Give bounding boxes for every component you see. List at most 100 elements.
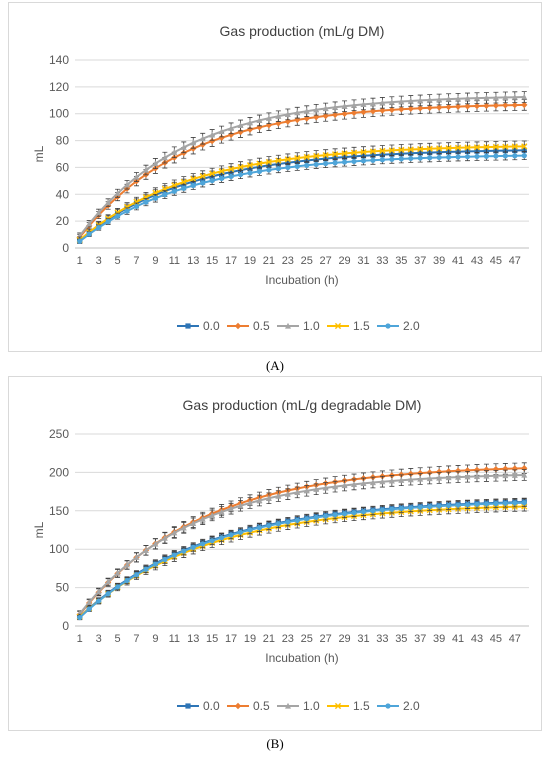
data-point xyxy=(152,195,158,201)
x-tick-label: 25 xyxy=(301,633,313,645)
data-point xyxy=(332,483,339,490)
data-point xyxy=(171,149,178,155)
data-point xyxy=(86,606,92,612)
legend-item: 1.0 xyxy=(277,699,320,713)
data-point xyxy=(502,500,508,506)
data-point xyxy=(95,209,102,216)
data-point xyxy=(398,156,404,162)
legend-marker xyxy=(185,703,191,709)
data-point xyxy=(351,481,358,488)
data-point xyxy=(511,472,518,478)
data-point xyxy=(473,102,481,110)
data-point xyxy=(237,163,244,171)
legend-marker xyxy=(185,323,191,329)
data-point xyxy=(190,139,197,146)
legend-label: 1.0 xyxy=(303,699,320,713)
data-point xyxy=(190,175,197,183)
x-tick-label: 35 xyxy=(395,255,407,267)
data-point xyxy=(218,508,225,515)
x-tick-label: 9 xyxy=(152,633,158,645)
data-point xyxy=(294,489,301,496)
data-point xyxy=(483,94,490,101)
data-point xyxy=(417,469,424,477)
data-point xyxy=(199,135,206,142)
data-point xyxy=(426,104,433,111)
data-point xyxy=(379,147,386,154)
data-point xyxy=(114,190,121,196)
series-line xyxy=(78,474,525,615)
data-point xyxy=(492,472,499,479)
data-point xyxy=(190,544,196,550)
x-tick-label: 47 xyxy=(509,255,521,267)
data-point xyxy=(227,131,235,138)
series-line xyxy=(79,501,525,619)
data-point xyxy=(388,147,395,154)
data-point xyxy=(446,503,452,509)
data-point xyxy=(464,154,471,160)
data-point xyxy=(408,155,414,162)
data-point xyxy=(256,124,263,131)
data-point xyxy=(209,170,216,177)
x-axis-label: Incubation (h) xyxy=(265,651,338,665)
data-point xyxy=(285,164,291,171)
legend-label: 1.5 xyxy=(353,319,370,333)
data-point xyxy=(492,102,500,109)
legend-marker xyxy=(334,322,342,330)
data-point xyxy=(360,108,367,116)
data-point xyxy=(180,144,187,150)
data-point xyxy=(275,157,282,164)
data-point xyxy=(237,502,244,509)
data-point xyxy=(493,501,499,507)
data-point xyxy=(445,474,452,481)
data-point xyxy=(445,103,452,111)
x-tick-label: 29 xyxy=(338,633,350,645)
y-tick-label: 150 xyxy=(49,504,69,518)
data-point xyxy=(341,511,348,517)
data-point xyxy=(398,505,404,512)
data-point xyxy=(142,547,149,553)
data-point xyxy=(143,566,149,572)
data-point xyxy=(341,159,348,165)
series-2.0 xyxy=(77,151,527,244)
y-axis-label: mL xyxy=(32,145,46,162)
data-point xyxy=(436,154,442,161)
data-point xyxy=(313,152,320,160)
data-point xyxy=(521,500,527,506)
x-tick-label: 27 xyxy=(320,255,332,267)
x-tick-label: 15 xyxy=(206,255,218,267)
legend-label: 0.5 xyxy=(253,319,270,333)
x-tick-label: 1 xyxy=(77,633,83,645)
data-point xyxy=(322,112,329,120)
x-tick-label: 35 xyxy=(395,633,407,645)
data-point xyxy=(502,102,509,109)
x-tick-label: 25 xyxy=(301,255,313,267)
x-tick-label: 5 xyxy=(115,633,121,645)
data-point xyxy=(473,473,480,479)
data-point xyxy=(266,167,272,173)
chart-a: Gas production (mL/g DM) 0 20 40 60 80 100 120 1… xyxy=(32,23,529,333)
data-point xyxy=(322,105,329,112)
data-point xyxy=(521,93,528,100)
data-point xyxy=(171,188,177,194)
data-point xyxy=(105,591,111,597)
data-point xyxy=(455,502,461,508)
data-point xyxy=(455,473,462,480)
x-tick-label: 39 xyxy=(433,255,445,267)
data-point xyxy=(417,155,423,161)
data-point xyxy=(474,153,480,160)
data-point xyxy=(369,479,376,486)
data-point xyxy=(86,598,93,605)
data-point xyxy=(332,160,338,166)
x-tick-label: 43 xyxy=(471,633,483,645)
x-tick-label: 39 xyxy=(433,633,445,645)
y-tick-label: 20 xyxy=(56,214,70,228)
data-point xyxy=(388,98,395,105)
x-tick-label: 11 xyxy=(169,633,180,645)
legend-item: 0.5 xyxy=(227,319,270,333)
series-1.0 xyxy=(76,469,528,618)
y-tick-label: 200 xyxy=(49,465,69,479)
data-point xyxy=(502,472,509,479)
data-point xyxy=(502,153,508,159)
data-point xyxy=(407,146,414,153)
data-point xyxy=(464,467,471,474)
